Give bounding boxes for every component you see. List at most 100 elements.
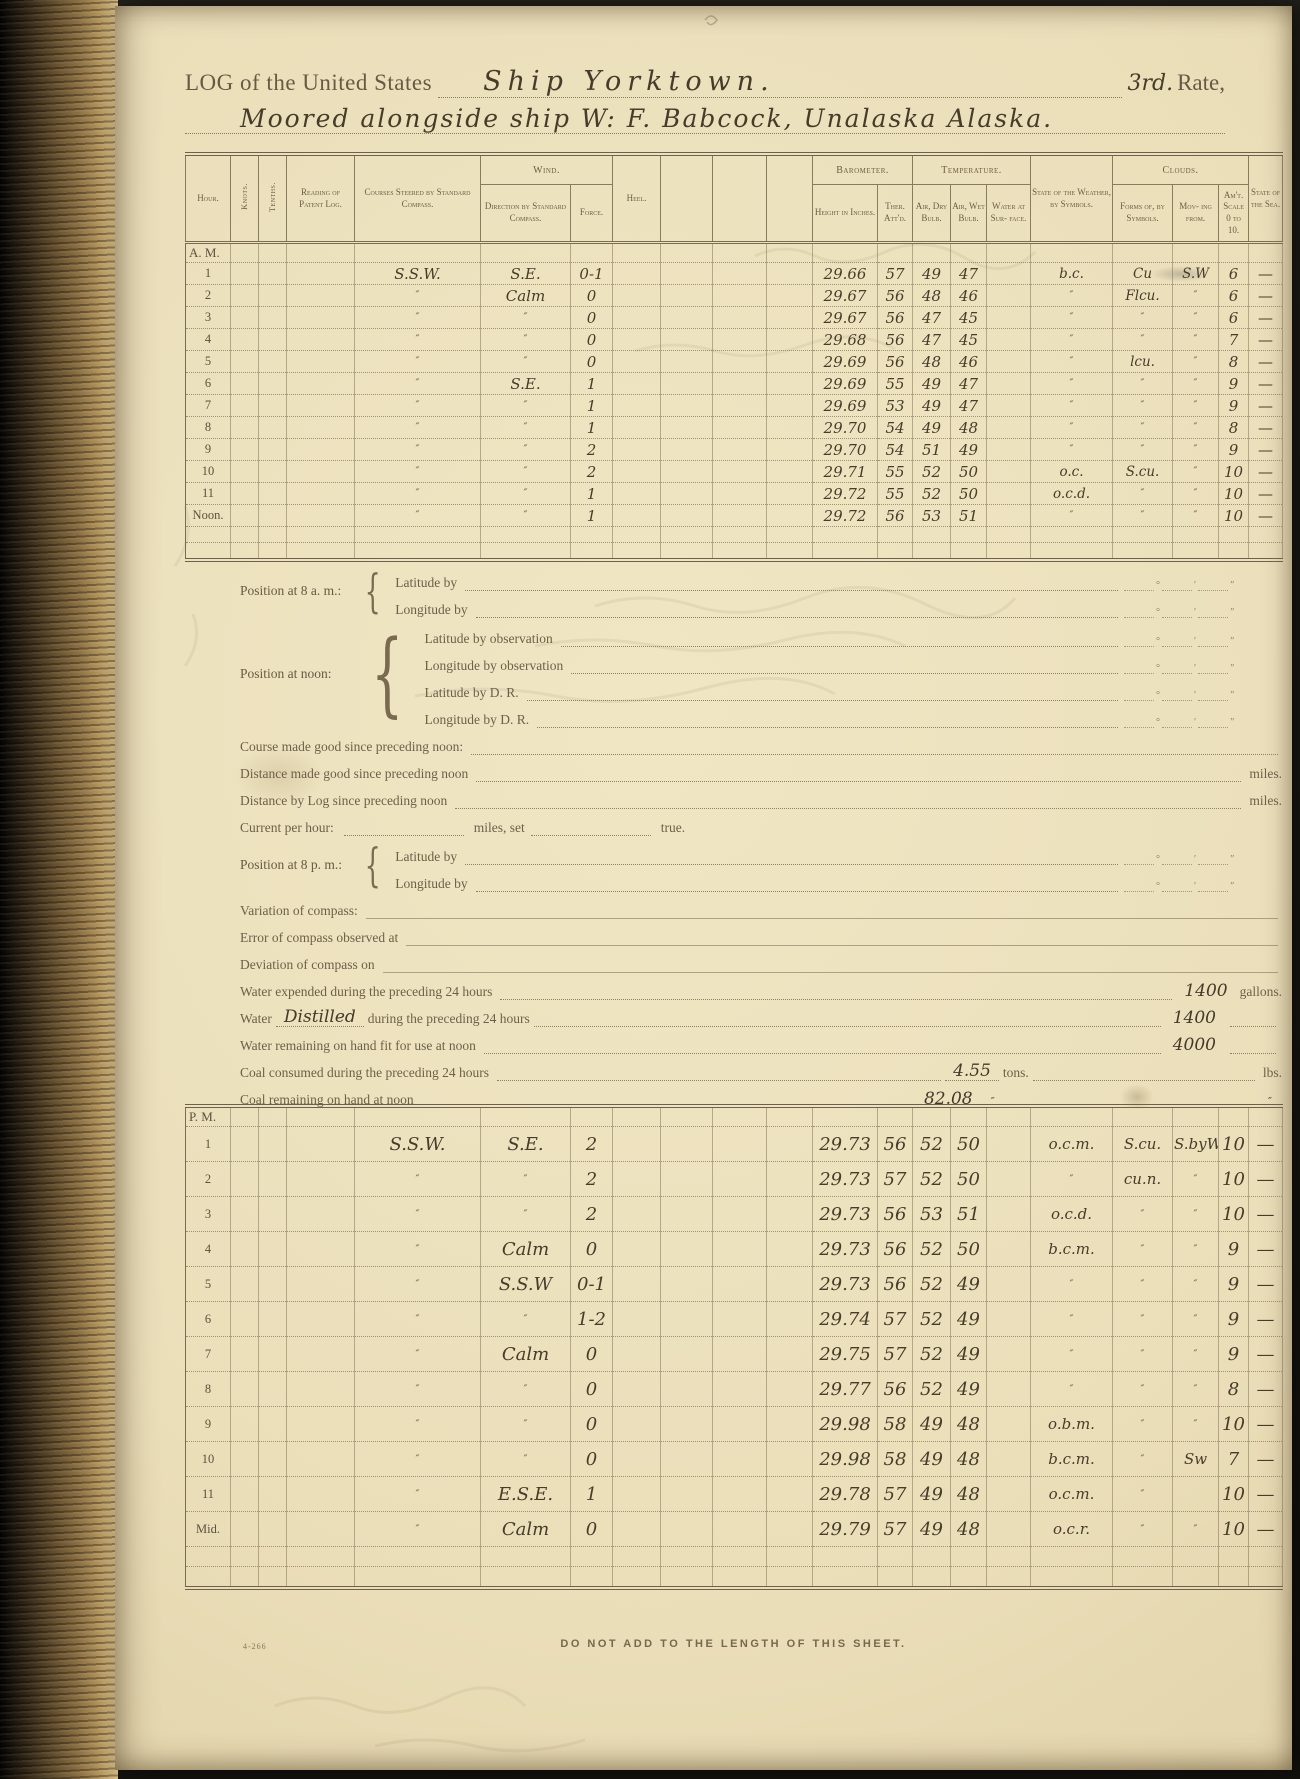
- pm-row10-sp1: [660, 1441, 713, 1477]
- pm-row4-weather: b.c.m.: [1030, 1231, 1113, 1267]
- pm-row6-moving: ″: [1172, 1301, 1219, 1337]
- am-row9-heel: [612, 438, 662, 461]
- am-row8-wet: 48: [950, 416, 988, 439]
- pm-row5-wet: 49: [950, 1266, 987, 1302]
- am-empty-row-height: [812, 542, 879, 561]
- am-row7-ther: 53: [877, 394, 914, 417]
- pm-empty-row-moving: [1172, 1566, 1219, 1589]
- am-row10-tenths: [258, 460, 287, 483]
- pm-row9-sea: —: [1248, 1406, 1283, 1442]
- am-row6-sea: —: [1248, 372, 1284, 395]
- am-empty-row-wet: [950, 542, 988, 561]
- position-noon-label: Position at noon:: [240, 666, 332, 681]
- am-section-label-tenths: [258, 242, 287, 263]
- pm-row2-ther: 57: [877, 1161, 913, 1197]
- am-row9-moving: ″: [1172, 438, 1220, 461]
- am-row7-knots: [230, 394, 259, 417]
- am-row1-forms: Cu: [1112, 262, 1174, 285]
- am-row6-wet: 47: [950, 372, 988, 395]
- deg-min-sec-marks: ° ′ ″: [1122, 633, 1282, 647]
- pm-empty-row-dry: [912, 1566, 951, 1589]
- am-row9-height: 29.70: [812, 438, 879, 461]
- pm-empty-row-forms: [1112, 1566, 1173, 1589]
- current-per-hour-label: Current per hour:: [240, 820, 334, 835]
- deg-min-sec-marks: ° ′ ″: [1122, 714, 1282, 728]
- deg-min-sec-marks: ° ′ ″: [1122, 577, 1282, 591]
- am-row5-hour: 5: [185, 350, 231, 373]
- am-row6-dry: 49: [912, 372, 952, 395]
- am-section-label-dry: [912, 242, 952, 263]
- am-row3-hour: 3: [185, 306, 231, 329]
- am-row4-courses: ″: [354, 328, 481, 351]
- am-row2-knots: [230, 284, 259, 307]
- am-row4-sp1: [660, 328, 714, 351]
- pm-row2-dry: 52: [912, 1161, 951, 1197]
- angle-unit-mark: °: [1156, 636, 1160, 647]
- col-header-knots: Knots.: [230, 153, 259, 243]
- water-distilled-handwritten: Distilled: [275, 1009, 364, 1027]
- longitude-by-dr-label: Longitude by D. R.: [424, 712, 530, 727]
- am-row11-forms: ″: [1112, 482, 1174, 505]
- coal-remaining-value: 82.08: [923, 1089, 973, 1109]
- am-empty-row-tenths: [258, 542, 287, 561]
- am-row11-wet: 50: [950, 482, 988, 505]
- pm-row5-heel: [612, 1266, 661, 1302]
- pm-row8-wet: 49: [950, 1371, 987, 1407]
- pm-row8-amt: 8: [1218, 1371, 1249, 1407]
- pm-row1-sp2: [712, 1126, 767, 1162]
- am-row12-courses: ″: [354, 504, 481, 527]
- pm-row10-hour: 10: [185, 1441, 231, 1477]
- brace: {: [364, 564, 381, 618]
- pm-row7-dry: 52: [912, 1336, 951, 1372]
- am-empty-row-reading: [286, 526, 355, 543]
- am-section-label-sp3: [766, 242, 814, 263]
- am-row4-reading: [286, 328, 355, 351]
- pm-row10-sea: —: [1248, 1441, 1283, 1477]
- pm-row1-knots: [230, 1126, 259, 1162]
- am-row9-force: 2: [570, 438, 614, 461]
- pm-row12-sea: —: [1248, 1511, 1283, 1547]
- am-row9-direction: ″: [480, 438, 571, 461]
- am-row2-weather: ″: [1030, 284, 1114, 307]
- pm-row2-weather: ″: [1030, 1161, 1113, 1197]
- am-row7-amt: 9: [1218, 394, 1250, 417]
- am-empty-row-sp2: [712, 542, 768, 561]
- am-empty-row-hour: [185, 542, 231, 561]
- pm-row10-direction: ″: [480, 1441, 571, 1477]
- water-remaining-value: 4000: [1172, 1035, 1216, 1055]
- am-row3-direction: ″: [480, 306, 571, 329]
- pm-row12-heel: [612, 1511, 661, 1547]
- pm-row11-reading: [286, 1476, 355, 1512]
- pm-empty-row-sea: [1248, 1566, 1283, 1589]
- am-row8-amt: 8: [1218, 416, 1250, 439]
- coal-consumed-label: Coal consumed during the preceding 24 ho…: [240, 1065, 489, 1080]
- pm-row6-dry: 52: [912, 1301, 951, 1337]
- angle-unit-mark: ′: [1194, 607, 1197, 618]
- am-row2-ther: 56: [877, 284, 914, 307]
- pm-row10-moving: Sw: [1172, 1441, 1219, 1477]
- am-row3-water: [986, 306, 1032, 329]
- coal-consumed-value: 4.55: [945, 1063, 999, 1081]
- pm-row3-sp3: [766, 1196, 813, 1232]
- pm-row7-tenths: [258, 1336, 287, 1372]
- am-empty-row-sp3: [766, 542, 814, 561]
- longitude-by-observation-label: Longitude by observation: [424, 658, 564, 673]
- pm-row11-height: 29.78: [812, 1476, 878, 1512]
- am-row3-ther: 56: [877, 306, 914, 329]
- angle-unit-mark: ′: [1194, 663, 1197, 674]
- am-row5-sp1: [660, 350, 714, 373]
- pm-row5-forms: ″: [1112, 1266, 1173, 1302]
- am-row8-ther: 54: [877, 416, 914, 439]
- pm-row8-hour: 8: [185, 1371, 231, 1407]
- pm-row10-amt: 7: [1218, 1441, 1249, 1477]
- am-row5-direction: ″: [480, 350, 571, 373]
- pm-row8-sea: —: [1248, 1371, 1283, 1407]
- pm-row6-heel: [612, 1301, 661, 1337]
- pm-row11-amt: 10: [1218, 1476, 1249, 1512]
- pm-row1-amt: 10: [1218, 1126, 1249, 1162]
- latitude-by-observation-label: Latitude by observation: [424, 631, 553, 646]
- pm-row9-reading: [286, 1406, 355, 1442]
- angle-unit-mark: ″: [1230, 607, 1235, 618]
- am-empty-row-forms: [1112, 542, 1174, 561]
- am-row8-sea: —: [1248, 416, 1284, 439]
